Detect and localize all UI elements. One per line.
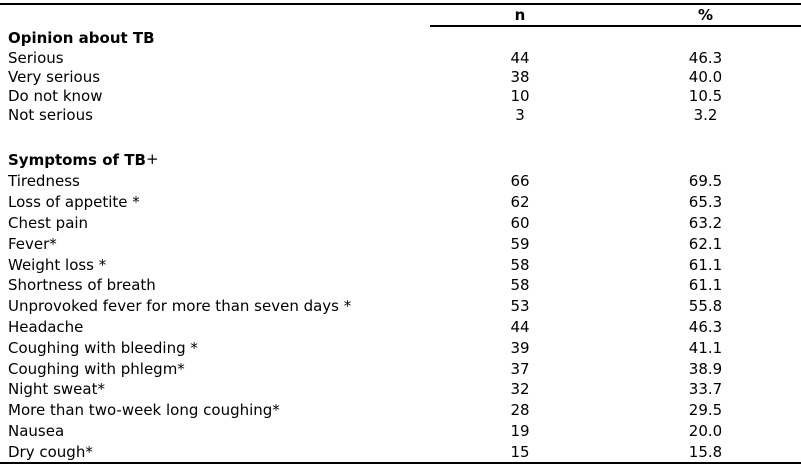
- row-label: Not serious: [8, 105, 93, 124]
- cell-n: 53: [510, 297, 530, 316]
- table-row: More than two-week long coughing* 28 29.…: [0, 400, 801, 421]
- cell-percent: 3.2: [693, 105, 718, 124]
- cell-n: 59: [510, 234, 530, 253]
- cell-n: 62: [510, 193, 530, 212]
- table-row: Nausea 19 20.0: [0, 421, 801, 442]
- cell-percent: 46.3: [688, 48, 723, 67]
- table-row: Loss of appetite * 62 65.3: [0, 192, 801, 213]
- cell-n: 37: [510, 359, 530, 378]
- table-row: Shortness of breath 58 61.1: [0, 275, 801, 296]
- cell-n: 28: [510, 401, 530, 420]
- table-row: Headache 44 46.3: [0, 317, 801, 338]
- cell-n: 58: [510, 276, 530, 295]
- cell-percent: 62.1: [688, 234, 723, 253]
- row-label: Coughing with bleeding *: [8, 338, 198, 357]
- row-label: Coughing with phlegm*: [8, 359, 185, 378]
- row-label: Unprovoked fever for more than seven day…: [8, 297, 352, 316]
- table-row: Fever* 59 62.1: [0, 233, 801, 254]
- header-label-spacer: [0, 5, 430, 27]
- cell-n: 19: [510, 421, 530, 440]
- column-header-n: n: [514, 6, 526, 24]
- table-row: Coughing with phlegm* 37 38.9: [0, 358, 801, 379]
- table-row: Very serious 38 40.0: [0, 67, 801, 86]
- cell-n: 15: [510, 442, 530, 461]
- cell-percent: 61.1: [688, 255, 723, 274]
- table-row: Coughing with bleeding * 39 41.1: [0, 337, 801, 358]
- row-label: Dry cough*: [8, 442, 93, 461]
- table-row: Weight loss * 58 61.1: [0, 254, 801, 275]
- row-label: Weight loss *: [8, 255, 107, 274]
- cell-n: 39: [510, 338, 530, 357]
- cell-percent: 63.2: [688, 213, 723, 232]
- cell-n: 32: [510, 380, 530, 399]
- row-label: Shortness of breath: [8, 276, 156, 295]
- table-top-rule: [0, 3, 801, 5]
- cell-n: 44: [510, 317, 530, 336]
- cell-percent: 10.5: [688, 86, 723, 105]
- cell-percent: 65.3: [688, 193, 723, 212]
- section-heading-text: Symptoms of TB: [8, 151, 146, 169]
- row-label: More than two-week long coughing*: [8, 401, 280, 420]
- row-label: Serious: [8, 48, 64, 67]
- table-row: Tiredness 66 69.5: [0, 171, 801, 192]
- table-row: Night sweat* 32 33.7: [0, 379, 801, 400]
- section-heading-text: Opinion about TB: [8, 28, 155, 47]
- cell-percent: 40.0: [688, 67, 723, 86]
- heading-footnote-marker: +: [145, 150, 159, 168]
- row-label: Do not know: [8, 86, 103, 105]
- table-row: Not serious 3 3.2: [0, 105, 801, 124]
- cell-percent: 46.3: [688, 317, 723, 336]
- row-label: Tiredness: [8, 172, 80, 191]
- table-row: Dry cough* 15 15.8: [0, 441, 801, 462]
- cell-n: 3: [515, 105, 525, 124]
- row-label: Night sweat*: [8, 380, 105, 399]
- cell-n: 60: [510, 213, 530, 232]
- table-row: Do not know 10 10.5: [0, 86, 801, 105]
- cell-n: 66: [510, 172, 530, 191]
- row-label: Very serious: [8, 67, 101, 86]
- section-gap: [0, 124, 801, 149]
- cell-n: 10: [510, 86, 530, 105]
- row-label: Fever*: [8, 234, 57, 253]
- row-label: Loss of appetite *: [8, 193, 140, 212]
- section-heading-symptoms: Symptoms of TB+: [0, 149, 801, 171]
- cell-percent: 15.8: [688, 442, 723, 461]
- cell-percent: 61.1: [688, 276, 723, 295]
- cell-percent: 29.5: [688, 401, 723, 420]
- cell-percent: 20.0: [688, 421, 723, 440]
- cell-percent: 33.7: [688, 380, 723, 399]
- row-label: Chest pain: [8, 213, 89, 232]
- row-label: Nausea: [8, 421, 65, 440]
- section-heading-opinion: Opinion about TB: [0, 27, 801, 48]
- section-heading-label: Symptoms of TB+: [0, 150, 430, 169]
- cell-percent: 38.9: [688, 359, 723, 378]
- column-header-percent: %: [697, 6, 714, 24]
- cell-percent: 41.1: [688, 338, 723, 357]
- section-heading-label: Opinion about TB: [0, 29, 430, 47]
- cell-percent: 69.5: [688, 172, 723, 191]
- row-label: Headache: [8, 317, 84, 336]
- cell-n: 38: [510, 67, 530, 86]
- header-numeric-columns: n %: [430, 5, 801, 27]
- cell-n: 44: [510, 48, 530, 67]
- table-bottom-rule: [0, 462, 801, 465]
- cell-n: 58: [510, 255, 530, 274]
- table-row: Chest pain 60 63.2: [0, 213, 801, 234]
- table-row: Serious 44 46.3: [0, 48, 801, 67]
- cell-percent: 55.8: [688, 297, 723, 316]
- table-row: Unprovoked fever for more than seven day…: [0, 296, 801, 317]
- table-header-row: n %: [0, 5, 801, 27]
